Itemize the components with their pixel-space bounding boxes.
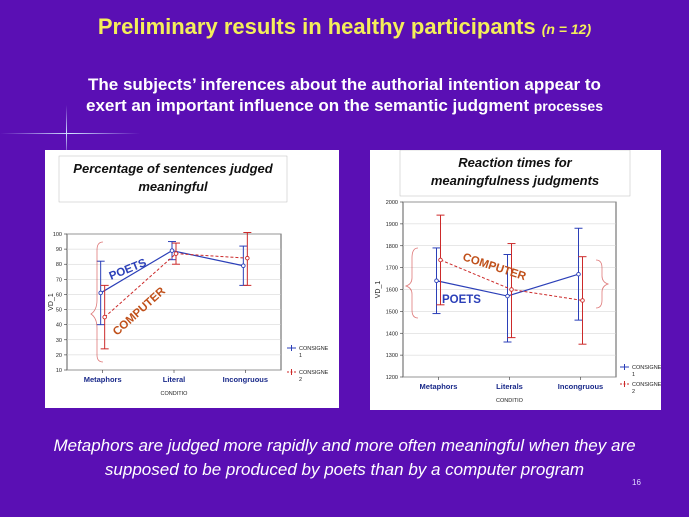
- chart2-title-line-1: Reaction times for: [458, 155, 572, 170]
- chart2-series-2-point: [438, 257, 443, 263]
- chart1-legend-label-2: CONSIGNE: [299, 370, 329, 376]
- slide-title: Preliminary results in healthy participa…: [0, 14, 689, 40]
- chart1-legend-label-1-num: 1: [299, 353, 302, 359]
- footer-line-2: supposed to be produced by poets than by…: [104, 460, 585, 479]
- chart1-series-1-point: [98, 290, 103, 296]
- chart1-series-1-point: [241, 263, 246, 268]
- chart2-title-line-2: meaningfulness judgments: [431, 173, 599, 188]
- chart1-annotation-brace: [90, 241, 104, 363]
- chart2-ytick-label: 1200: [386, 375, 398, 381]
- chart2-xtick-label: Literals: [496, 382, 523, 391]
- chart1-series-1-point: [169, 248, 175, 253]
- chart2-ytick-label: 1700: [386, 266, 398, 272]
- chart2-series-1-point: [505, 293, 510, 299]
- footer-line-1: Metaphors are judged more rapidly and mo…: [53, 436, 636, 455]
- subtitle-line-1: The subjects’ inferences about the autho…: [88, 75, 601, 94]
- chart2-ytick-label: 2000: [386, 200, 398, 206]
- chart1-ytick-label: 60: [56, 292, 62, 298]
- chart2-ytick-label: 1900: [386, 222, 398, 228]
- chart2-xtick-label: Incongruous: [558, 382, 603, 391]
- chart2-ylabel: VD_1: [375, 281, 382, 299]
- chart2-series-1-point: [434, 278, 439, 283]
- slide-title-text: Preliminary results in healthy participa…: [97, 14, 536, 39]
- chart2-ytick-label: 1400: [386, 331, 398, 337]
- sparkle-decoration-vertical: [66, 105, 67, 160]
- chart1-ytick-label: 50: [56, 308, 62, 314]
- chart2-annotation-brace-left: [404, 247, 419, 319]
- chart2-ytick-label: 1300: [386, 353, 398, 359]
- chart1-ylabel: VD_1: [48, 293, 55, 311]
- chart-percentage-svg: Percentage of sentences judged meaningful…: [48, 155, 329, 397]
- sample-size-label: (n = 12): [541, 21, 592, 37]
- chart1-series-2-point: [102, 314, 107, 320]
- chart1-title-line-1: Percentage of sentences judged: [73, 161, 273, 176]
- chart1-xtick-label: Incongruous: [223, 375, 268, 384]
- chart2-ytick-label: 1500: [386, 309, 398, 315]
- subtitle-line-2-tail: processes: [533, 98, 604, 114]
- chart1-series-2-point: [173, 251, 179, 256]
- chart2-series-1-point: [576, 271, 581, 277]
- chart1-xtick-label: Literal: [163, 375, 186, 384]
- chart2-legend-label-1: CONSIGNE: [632, 365, 661, 371]
- chart1-title-line-2: meaningful: [138, 179, 208, 194]
- chart1-annotation-computer: COMPUTER: [111, 285, 168, 338]
- chart1-ytick-label: 30: [56, 338, 62, 344]
- chart-percentage-meaningful: Percentage of sentences judged meaningful…: [45, 150, 339, 408]
- subtitle-line-2: exert an important influence on the sema…: [0, 95, 689, 117]
- chart2-xlabel: CONDITIO: [496, 398, 524, 404]
- chart1-legend-label-2-num: 2: [299, 377, 302, 383]
- chart-reaction-times-svg: Reaction times for meaningfulness judgmen…: [375, 150, 661, 404]
- page-number: 16: [632, 478, 641, 487]
- chart2-legend-label-2-num: 2: [632, 389, 635, 395]
- chart1-ytick-label: 90: [56, 247, 62, 253]
- chart1-ytick-label: 80: [56, 262, 62, 268]
- chart1-ytick-label: 70: [56, 277, 62, 283]
- chart2-legend-label-2: CONSIGNE: [632, 382, 661, 388]
- chart2-annotation-poets: POETS: [442, 294, 481, 306]
- chart1-ytick-label: 10: [56, 368, 62, 374]
- slide-subtitle: The subjects’ inferences about the autho…: [0, 74, 689, 117]
- chart2-title-box: [399, 150, 631, 197]
- chart2-series-2-point: [580, 298, 585, 303]
- chart1-xtick-label: Metaphors: [84, 375, 122, 384]
- chart2-xtick-label: Metaphors: [420, 382, 458, 391]
- chart2-series-2-point: [509, 287, 514, 292]
- chart1-annotation-poets: POETS: [108, 257, 149, 283]
- chart2-annotation-brace-right: [595, 259, 610, 309]
- chart-reaction-times: Reaction times for meaningfulness judgmen…: [370, 150, 661, 410]
- chart2-ytick-label: 1800: [386, 244, 398, 250]
- chart2-ytick-label: 1600: [386, 288, 398, 294]
- chart1-ytick-label: 40: [56, 323, 62, 329]
- subtitle-line-2-text: exert an important influence on the sema…: [85, 96, 529, 115]
- chart1-title-box: [58, 155, 288, 203]
- slide-footer: Metaphors are judged more rapidly and mo…: [0, 434, 689, 482]
- sparkle-decoration-horizontal: [0, 133, 140, 134]
- chart1-xlabel: CONDITIO: [161, 391, 189, 397]
- chart1-ytick-label: 20: [56, 353, 62, 359]
- chart2-legend-label-1-num: 1: [632, 372, 635, 378]
- chart1-ytick-label: 100: [53, 232, 62, 238]
- chart1-series-2-point: [245, 255, 250, 261]
- chart1-legend-label-1: CONSIGNE: [299, 346, 329, 352]
